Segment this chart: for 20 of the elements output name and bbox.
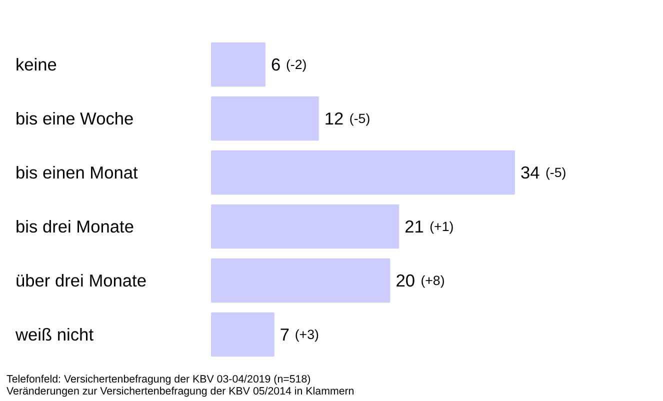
bar (211, 96, 319, 141)
y-tick-label: bis einen Monat (16, 162, 138, 182)
data-label: 7 (+3) (280, 324, 319, 344)
y-tick-label: bis eine Woche (16, 108, 134, 128)
bar (211, 42, 266, 87)
y-tick-label: weiß nicht (14, 324, 94, 344)
text: Telefonfeld: Versichertenbefragung der KBV 03-04/2019 (n=518) (6, 374, 311, 386)
text: Veränderungen zur Versichertenbefragung der KBV 05/2014 in Klammern (6, 386, 354, 398)
bar (211, 258, 390, 303)
y-tick-label: keine (16, 54, 57, 74)
data-label: 12 (-5) (324, 108, 370, 128)
data-label: 6 (-2) (270, 54, 307, 74)
bar (211, 204, 400, 249)
data-label: 21 (+1) (404, 216, 454, 236)
data-label: 20 (+8) (396, 270, 445, 290)
y-tick-label: bis drei Monate (16, 216, 134, 236)
bar (211, 312, 274, 357)
y-tick-label: über drei Monate (16, 270, 147, 290)
bar (211, 150, 515, 195)
data-label: 34 (-5) (520, 162, 566, 182)
